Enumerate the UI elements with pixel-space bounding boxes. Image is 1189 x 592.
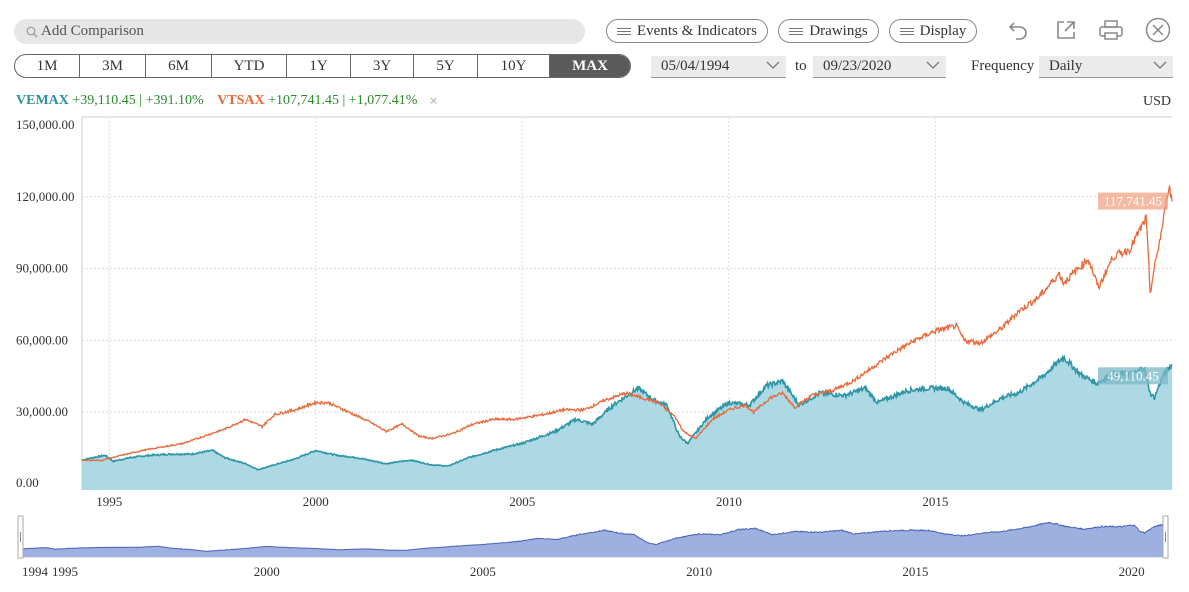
- x-tick-label: 2015: [922, 494, 948, 509]
- range-selector: 1M 3M 6M YTD 1Y 3Y 5Y 10Y MAX: [14, 54, 631, 78]
- range-button-10y[interactable]: 10Y: [478, 55, 550, 77]
- range-button-max[interactable]: MAX: [550, 55, 630, 77]
- x-tick-label: 2010: [716, 494, 742, 509]
- frequency-value: Daily: [1049, 58, 1083, 74]
- events-indicators-button[interactable]: Events & Indicators: [606, 19, 768, 43]
- navigator-tick-label: 2020: [1119, 564, 1145, 579]
- date-from-value: 05/04/1994: [661, 58, 730, 74]
- date-to-label: to: [795, 58, 807, 74]
- range-button-6m[interactable]: 6M: [146, 55, 212, 77]
- range-button-1m[interactable]: 1M: [15, 55, 80, 77]
- chevron-down-icon: [1153, 61, 1167, 69]
- menu-lines-icon: [617, 26, 631, 37]
- drawings-label: Drawings: [809, 22, 868, 39]
- chart-legend: VEMAX +39,110.45 | +391.10% VTSAX +107,7…: [16, 93, 438, 109]
- range-button-3m[interactable]: 3M: [80, 55, 146, 77]
- print-icon[interactable]: [1096, 15, 1126, 45]
- vemax-line[interactable]: [81, 353, 1173, 471]
- vtsax-line[interactable]: [81, 185, 1173, 462]
- frequency-label: Frequency: [971, 58, 1035, 74]
- navigator-line: [21, 521, 1164, 552]
- y-tick-label: 60,000.00: [16, 332, 68, 347]
- x-tick-label: 1995: [96, 494, 122, 509]
- vemax-area: [81, 357, 1173, 490]
- frequency-select[interactable]: Daily: [1039, 56, 1173, 78]
- svg-text:117,741.45: 117,741.45: [1104, 194, 1162, 209]
- navigator-tick-label: 2000: [254, 564, 280, 579]
- legend-vemax-change: +39,110.45 | +391.10%: [72, 93, 204, 108]
- display-button[interactable]: Display: [889, 19, 977, 43]
- undo-icon[interactable]: [1003, 15, 1033, 45]
- navigator-area: [21, 522, 1164, 557]
- popout-icon[interactable]: [1051, 15, 1081, 45]
- navigator-tick-label: 2005: [470, 564, 496, 579]
- navigator-tick-label: 1995: [52, 564, 78, 579]
- y-tick-label: 30,000.00: [16, 404, 68, 419]
- events-indicators-label: Events & Indicators: [637, 22, 757, 39]
- chevron-down-icon: [766, 61, 780, 69]
- legend-vtsax-change: +107,741.45 | +1,077.41%: [268, 93, 418, 108]
- date-from-select[interactable]: 05/04/1994: [651, 56, 786, 78]
- range-button-1y[interactable]: 1Y: [287, 55, 351, 77]
- drawings-button[interactable]: Drawings: [778, 19, 879, 43]
- y-tick-label: 90,000.00: [16, 261, 68, 276]
- date-to-value: 09/23/2020: [823, 58, 892, 74]
- search-icon: [26, 26, 38, 37]
- range-button-3y[interactable]: 3Y: [351, 55, 414, 77]
- legend-vtsax-ticker[interactable]: VTSAX: [217, 93, 265, 108]
- chevron-down-icon: [926, 61, 940, 69]
- currency-label: USD: [1142, 94, 1171, 109]
- range-button-ytd[interactable]: YTD: [212, 55, 287, 77]
- navigator-tick-label: 2010: [686, 564, 712, 579]
- remove-comparison-icon[interactable]: ×: [428, 94, 439, 107]
- navigator-tick-label: 1994: [22, 564, 49, 579]
- navigator-tick-label: 2015: [902, 564, 928, 579]
- add-comparison-search[interactable]: Add Comparison: [14, 19, 585, 44]
- x-tick-label: 2000: [303, 494, 329, 509]
- close-icon[interactable]: [1143, 15, 1173, 45]
- navigator-left-handle[interactable]: [17, 515, 24, 559]
- display-label: Display: [919, 22, 967, 39]
- y-tick-label: 150,000.00: [16, 117, 75, 132]
- menu-lines-icon: [899, 26, 914, 37]
- range-button-5y[interactable]: 5Y: [414, 55, 478, 77]
- vtsax-last-value-tag: 117,741.45: [1098, 192, 1168, 210]
- y-tick-label: 0.00: [16, 475, 39, 490]
- menu-lines-icon: [789, 26, 804, 37]
- y-tick-label: 120,000.00: [16, 189, 75, 204]
- legend-vemax-ticker[interactable]: VEMAX: [16, 93, 69, 108]
- search-placeholder: Add Comparison: [41, 23, 144, 39]
- date-to-select[interactable]: 09/23/2020: [813, 56, 946, 78]
- vemax-last-value-tag: 49,110.45: [1098, 367, 1168, 385]
- navigator-right-handle[interactable]: [1162, 515, 1169, 559]
- x-tick-label: 2005: [509, 494, 535, 509]
- svg-text:49,110.45: 49,110.45: [1107, 368, 1159, 383]
